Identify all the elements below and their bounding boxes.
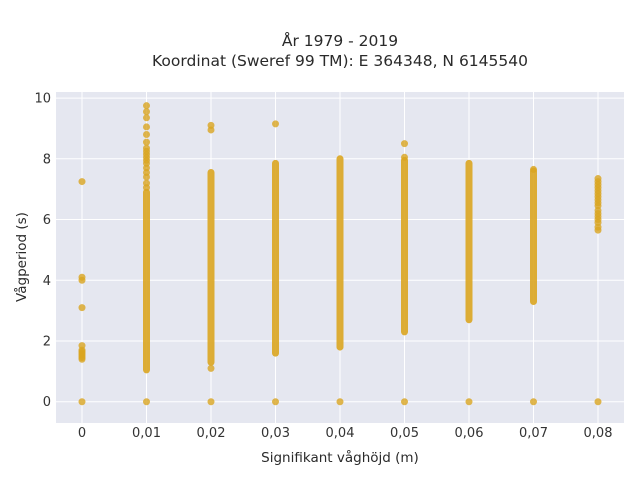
y-tick-label: 8 [43,152,51,167]
data-point [78,304,86,312]
y-axis-label: Vågperiod (s) [13,212,30,302]
data-point [78,273,86,281]
x-tick-label: 0,03 [261,426,290,441]
chart-title: År 1979 - 2019 [282,31,398,50]
data-point [78,398,86,406]
y-tick-label: 6 [43,213,51,228]
data-point [143,123,150,131]
x-tick-label: 0,02 [197,426,226,441]
data-point [143,398,150,406]
data-point [143,179,150,187]
data-point [530,165,537,173]
x-tick-label: 0,01 [132,426,161,441]
y-tick-label: 4 [43,274,51,289]
data-point [401,140,408,148]
data-point [465,398,473,406]
y-tick-label: 0 [43,395,51,410]
data-point [207,364,215,372]
y-tick-label: 10 [34,92,51,107]
x-tick-label: 0,05 [390,426,419,441]
data-point [143,108,150,116]
x-tick-label: 0 [78,426,86,441]
data-point [594,398,602,406]
tick-labels: 0 2 4 6 8 10 0 0,01 0,02 0,03 0,04 0,05 0,06 0,07 0,08 [34,92,612,441]
data-point [143,144,150,152]
x-tick-label: 0,06 [455,426,484,441]
x-tick-label: 0,04 [326,426,355,441]
data-point [401,153,408,161]
data-point [143,131,150,139]
y-tick-label: 2 [43,335,51,350]
data-points [78,102,602,406]
data-point [207,398,215,406]
data-point [207,121,215,129]
x-tick-label: 0,07 [519,426,548,441]
x-axis-label: Signifikant våghöjd (m) [261,449,419,466]
x-tick-label: 0,08 [584,426,613,441]
data-point [143,138,150,146]
data-point [78,178,86,186]
data-point [530,398,537,406]
data-point [143,114,150,122]
data-point [78,342,86,350]
data-point [272,398,279,406]
data-point [594,175,602,183]
data-point [272,120,279,128]
chart-subtitle: Koordinat (Sweref 99 TM): E 364348, N 61… [152,52,528,70]
data-point [336,398,344,406]
data-point [143,102,150,110]
data-point [401,398,408,406]
